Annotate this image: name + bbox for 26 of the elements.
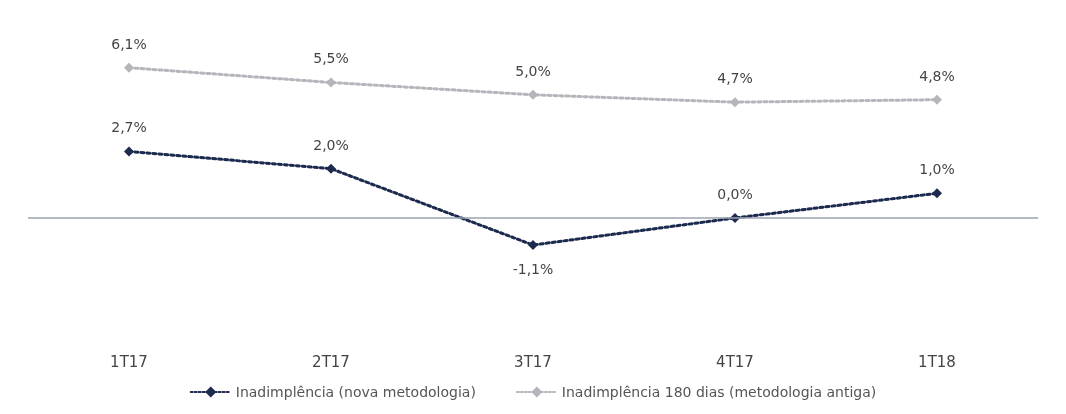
point xyxy=(326,77,336,88)
data-label: 5,5% xyxy=(313,50,349,67)
data-label: 1,0% xyxy=(919,161,955,178)
data-label: 5,0% xyxy=(515,62,551,79)
x-tick-label: 2T17 xyxy=(312,352,350,371)
point xyxy=(730,97,740,108)
data-label: 2,0% xyxy=(313,136,349,153)
point xyxy=(528,89,538,100)
point xyxy=(932,188,942,199)
legend-label: Inadimplência 180 dias (metodologia antiga) xyxy=(561,384,877,400)
point xyxy=(528,240,538,251)
data-label: 4,7% xyxy=(717,70,753,87)
x-tick-label: 4T17 xyxy=(716,352,754,371)
x-tick-label: 1T18 xyxy=(918,352,956,371)
legend-label: Inadimplência (nova metodologia) xyxy=(235,384,476,400)
data-label: 6,1% xyxy=(111,35,147,52)
x-tick-label: 3T17 xyxy=(514,352,552,371)
data-label: 0,0% xyxy=(717,185,753,202)
point xyxy=(124,146,134,157)
data-label: -1,1% xyxy=(512,261,554,278)
data-label: 4,8% xyxy=(919,67,955,84)
x-tick-label: 1T17 xyxy=(110,352,148,371)
point xyxy=(326,163,336,174)
point xyxy=(124,62,134,73)
point xyxy=(932,94,942,105)
data-label: 2,7% xyxy=(111,119,147,136)
